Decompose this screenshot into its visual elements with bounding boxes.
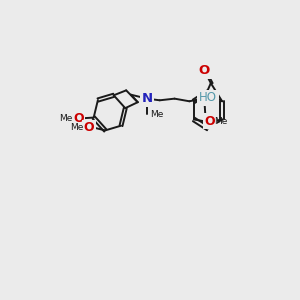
- Text: O: O: [73, 112, 83, 125]
- Text: Me: Me: [150, 110, 164, 119]
- Text: O: O: [84, 121, 94, 134]
- Text: N: N: [142, 92, 153, 105]
- Text: O: O: [205, 115, 215, 128]
- Text: HO: HO: [199, 92, 217, 104]
- Text: Me: Me: [59, 114, 73, 123]
- Text: Me: Me: [70, 123, 83, 132]
- Text: N: N: [199, 92, 210, 104]
- Text: Me: Me: [214, 117, 228, 126]
- Text: O: O: [199, 64, 210, 77]
